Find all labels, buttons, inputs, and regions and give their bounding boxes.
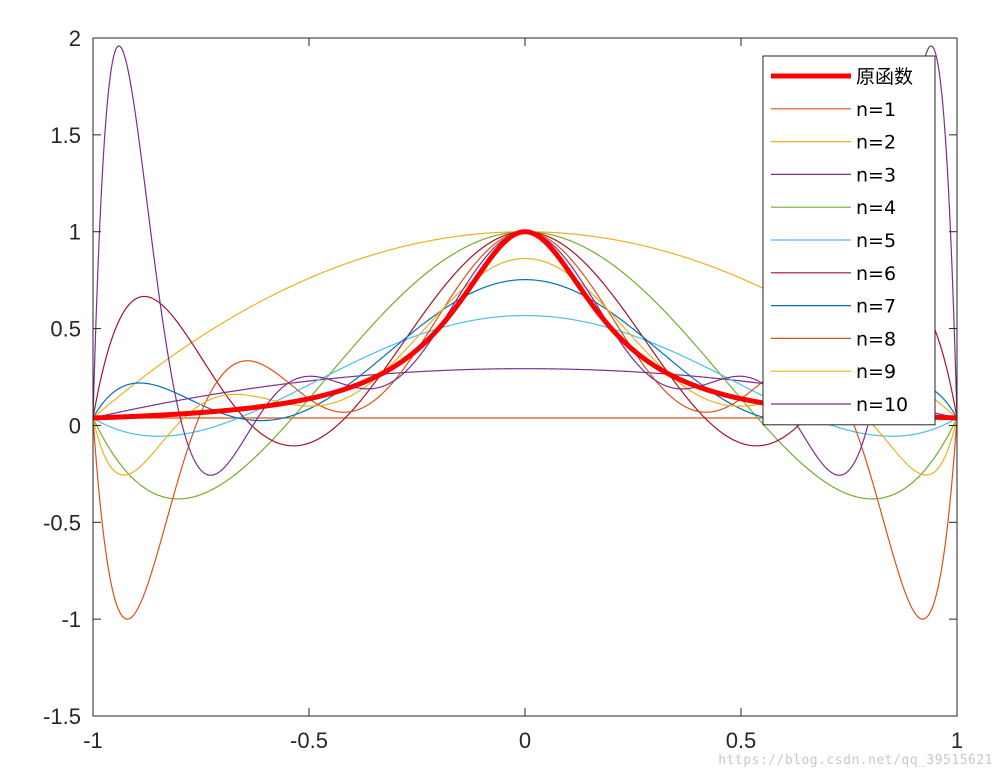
x-tick-label: 0.5 — [726, 728, 757, 753]
legend-label: n=8 — [856, 328, 896, 350]
legend-label: n=2 — [856, 132, 896, 154]
y-tick-label: 2 — [69, 26, 81, 51]
y-tick-label: 1.5 — [50, 123, 81, 148]
legend-label: n=4 — [856, 197, 896, 219]
legend-label: n=9 — [856, 361, 896, 383]
y-tick-label: -1 — [61, 607, 81, 632]
ticks-layer: -1 -0.5 0 0.5 1-1.5-1-0.500.511.52 — [43, 26, 963, 753]
y-tick-label: 0 — [69, 413, 81, 438]
y-tick-label: -1.5 — [43, 704, 81, 729]
watermark-text: https://blog.csdn.net/qq_39515621 — [718, 753, 993, 768]
legend-label: n=5 — [856, 230, 896, 252]
x-tick-label: -1 — [83, 728, 103, 753]
x-tick-label: -0.5 — [290, 728, 328, 753]
y-tick-label: 1 — [69, 220, 81, 245]
legend-label: n=7 — [856, 296, 896, 318]
legend-label: n=10 — [856, 394, 908, 416]
y-tick-label: -0.5 — [43, 510, 81, 535]
legend-label: 原函数 — [856, 66, 913, 88]
x-tick-label: 0 — [519, 728, 531, 753]
legend: 原函数 n=1 n=2 n=3 n=4 n=5 n=6 n=7 n=8 n=9 n=10 — [762, 55, 936, 426]
legend-label: n=1 — [856, 99, 896, 121]
legend-label: n=6 — [856, 263, 896, 285]
legend-label: n=3 — [856, 164, 896, 186]
y-tick-label: 0.5 — [50, 317, 81, 342]
x-tick-label: 1 — [951, 728, 963, 753]
